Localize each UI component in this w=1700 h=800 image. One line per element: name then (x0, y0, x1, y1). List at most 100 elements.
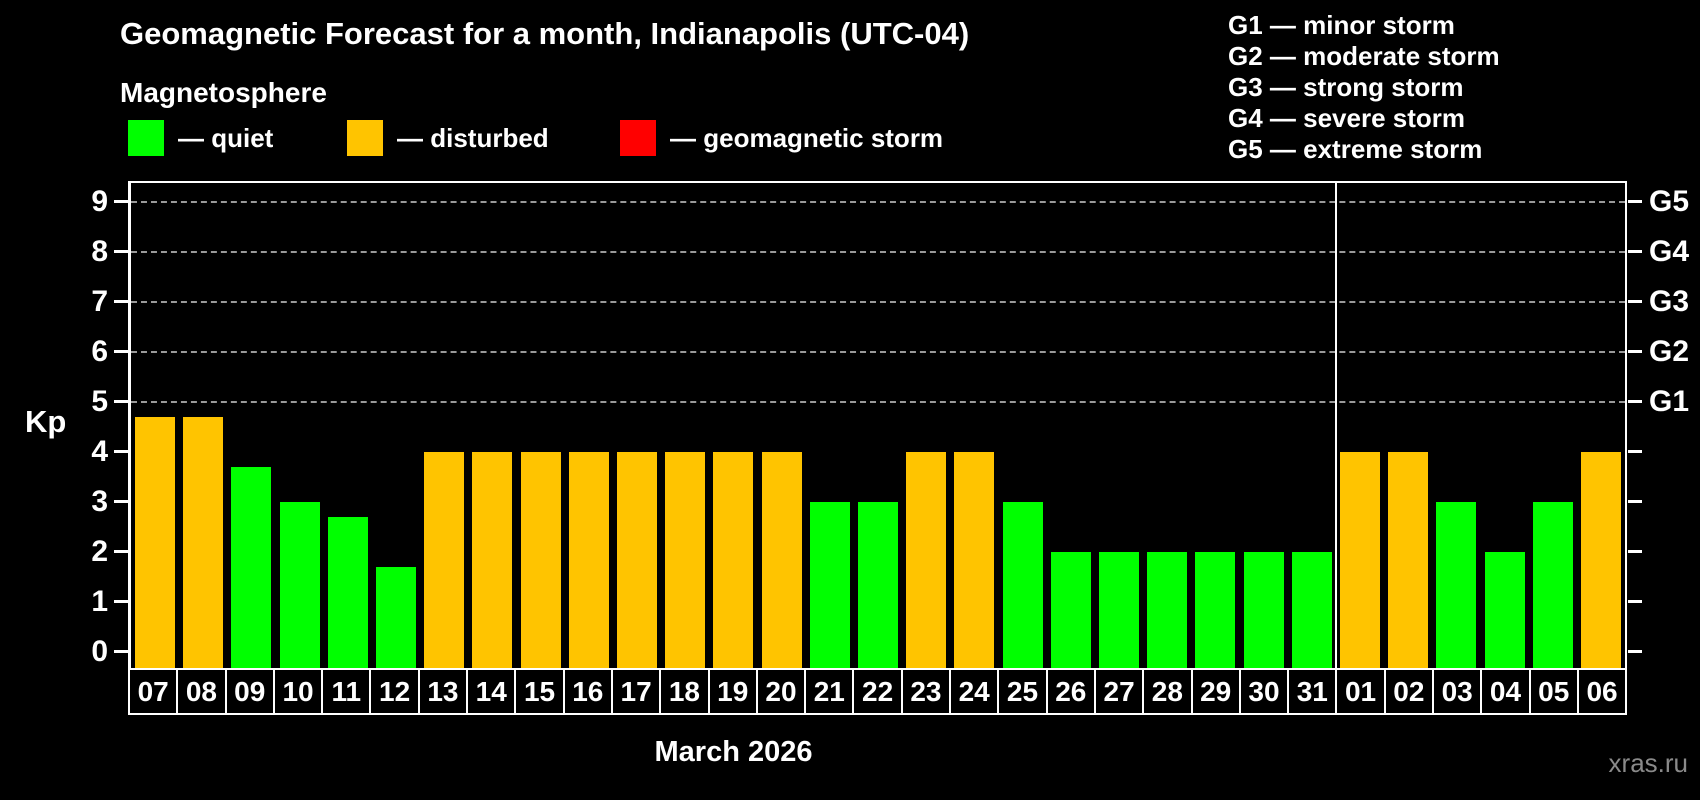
g-scale-legend: G1 — minor storm G2 — moderate storm G3 — … (1228, 10, 1500, 165)
storm-swatch-icon (620, 120, 656, 156)
right-axis-tick (1628, 400, 1642, 403)
kp-tick-label: 6 (91, 335, 108, 368)
date-cell-15: 15 (514, 668, 565, 715)
gridline-kp9 (131, 201, 1625, 203)
date-cell-29: 29 (1190, 668, 1241, 715)
bar-day-01 (1339, 452, 1380, 668)
date-cell-01: 01 (1335, 668, 1386, 715)
bar-day-02 (1388, 452, 1429, 668)
bar-day-17 (617, 452, 658, 668)
quiet-swatch-icon (128, 120, 164, 156)
kp-tick-label: 0 (91, 635, 108, 668)
bar-day-25 (1002, 502, 1043, 668)
left-axis-tick (114, 550, 128, 553)
kp-tick-label: 4 (91, 435, 108, 468)
bar-day-21 (809, 502, 850, 668)
bar-day-06 (1580, 452, 1621, 668)
left-axis-tick (114, 600, 128, 603)
right-axis-tick (1628, 600, 1642, 603)
bar-day-26 (1050, 552, 1091, 668)
bar-day-19 (713, 452, 754, 668)
bar-day-11 (327, 517, 368, 668)
bar-day-23 (906, 452, 947, 668)
g-legend-line-5: G5 — extreme storm (1228, 134, 1483, 164)
date-cell-19: 19 (707, 668, 758, 715)
date-cell-21: 21 (804, 668, 855, 715)
month-separator-line (1334, 183, 1337, 668)
date-cell-18: 18 (659, 668, 710, 715)
date-cell-25: 25 (997, 668, 1048, 715)
date-cell-12: 12 (369, 668, 420, 715)
date-cell-24: 24 (949, 668, 1000, 715)
right-axis-tick (1628, 300, 1642, 303)
g-level-label-g5: G5 (1649, 185, 1690, 218)
bar-day-24 (954, 452, 995, 668)
legend-item-label: — geomagnetic storm (670, 122, 944, 153)
date-cell-09: 09 (224, 668, 275, 715)
date-cell-17: 17 (610, 668, 662, 715)
legend-item-storm: — geomagnetic storm (620, 119, 943, 157)
date-cell-23: 23 (900, 668, 952, 715)
gridline-kp8 (131, 251, 1625, 253)
gridline-kp5 (131, 401, 1625, 403)
bar-day-13 (424, 452, 465, 668)
left-axis-tick (114, 450, 128, 453)
left-axis-tick (114, 650, 128, 653)
bar-day-15 (520, 452, 561, 668)
kp-tick-label: 9 (91, 185, 108, 218)
g-legend-line-2: G2 — moderate storm (1228, 41, 1500, 71)
bar-day-07 (135, 417, 176, 668)
date-cell-04: 04 (1480, 668, 1531, 715)
legend-item-quiet: — quiet (128, 119, 273, 157)
bar-day-12 (376, 567, 417, 668)
right-axis-tick (1628, 200, 1642, 203)
plot-area: 0 1 2 3 4 5 6 7 8 9 G1 G2 G3 G4 G5 Kp (25, 181, 1689, 668)
bar-day-18 (665, 452, 706, 668)
bar-day-08 (183, 417, 224, 668)
left-axis-tick (114, 500, 128, 503)
date-cell-03: 03 (1432, 668, 1483, 715)
chart-title: Geomagnetic Forecast for a month, Indian… (120, 16, 970, 51)
right-axis-tick (1628, 500, 1642, 503)
date-cell-22: 22 (852, 668, 903, 715)
gridline-kp7 (131, 301, 1625, 303)
date-cell-16: 16 (562, 668, 613, 715)
date-cell-02: 02 (1383, 668, 1435, 715)
bar-day-04 (1484, 552, 1525, 668)
bar-day-09 (231, 467, 272, 668)
bar-day-29 (1195, 552, 1236, 668)
bar-day-28 (1147, 552, 1188, 668)
date-cell-05: 05 (1528, 668, 1579, 715)
g-level-label-g4: G4 (1649, 235, 1690, 268)
right-axis-tick (1628, 450, 1642, 453)
right-axis-tick (1628, 250, 1642, 253)
legend-item-label: — disturbed (397, 122, 549, 153)
g-level-label-g1: G1 (1649, 385, 1690, 418)
date-cell-11: 11 (321, 668, 372, 715)
bar-day-22 (858, 502, 898, 668)
date-cell-20: 20 (755, 668, 807, 715)
kp-tick-label: 5 (91, 385, 108, 418)
kp-axis-label: Kp (25, 404, 67, 439)
bar-day-30 (1243, 552, 1284, 668)
right-axis-tick (1628, 350, 1642, 353)
left-axis-tick (114, 200, 128, 203)
date-cell-06: 06 (1576, 668, 1628, 715)
date-cell-26: 26 (1045, 668, 1096, 715)
legend-item-disturbed: — disturbed (347, 119, 549, 157)
date-cell-28: 28 (1142, 668, 1193, 715)
date-cell-30: 30 (1238, 668, 1290, 715)
g-legend-line-1: G1 — minor storm (1228, 10, 1455, 40)
right-axis-tick (1628, 550, 1642, 553)
kp-tick-label: 3 (91, 485, 108, 518)
bar-day-20 (761, 452, 802, 668)
bar-day-27 (1098, 552, 1139, 668)
magnetosphere-label: Magnetosphere (120, 77, 327, 108)
g-level-label-g3: G3 (1649, 285, 1690, 318)
watermark-text: xras.ru (1608, 748, 1688, 778)
date-cell-27: 27 (1093, 668, 1145, 715)
kp-tick-label: 8 (91, 235, 108, 268)
date-cell-07: 07 (128, 668, 179, 715)
g-level-label-g2: G2 (1649, 335, 1690, 368)
